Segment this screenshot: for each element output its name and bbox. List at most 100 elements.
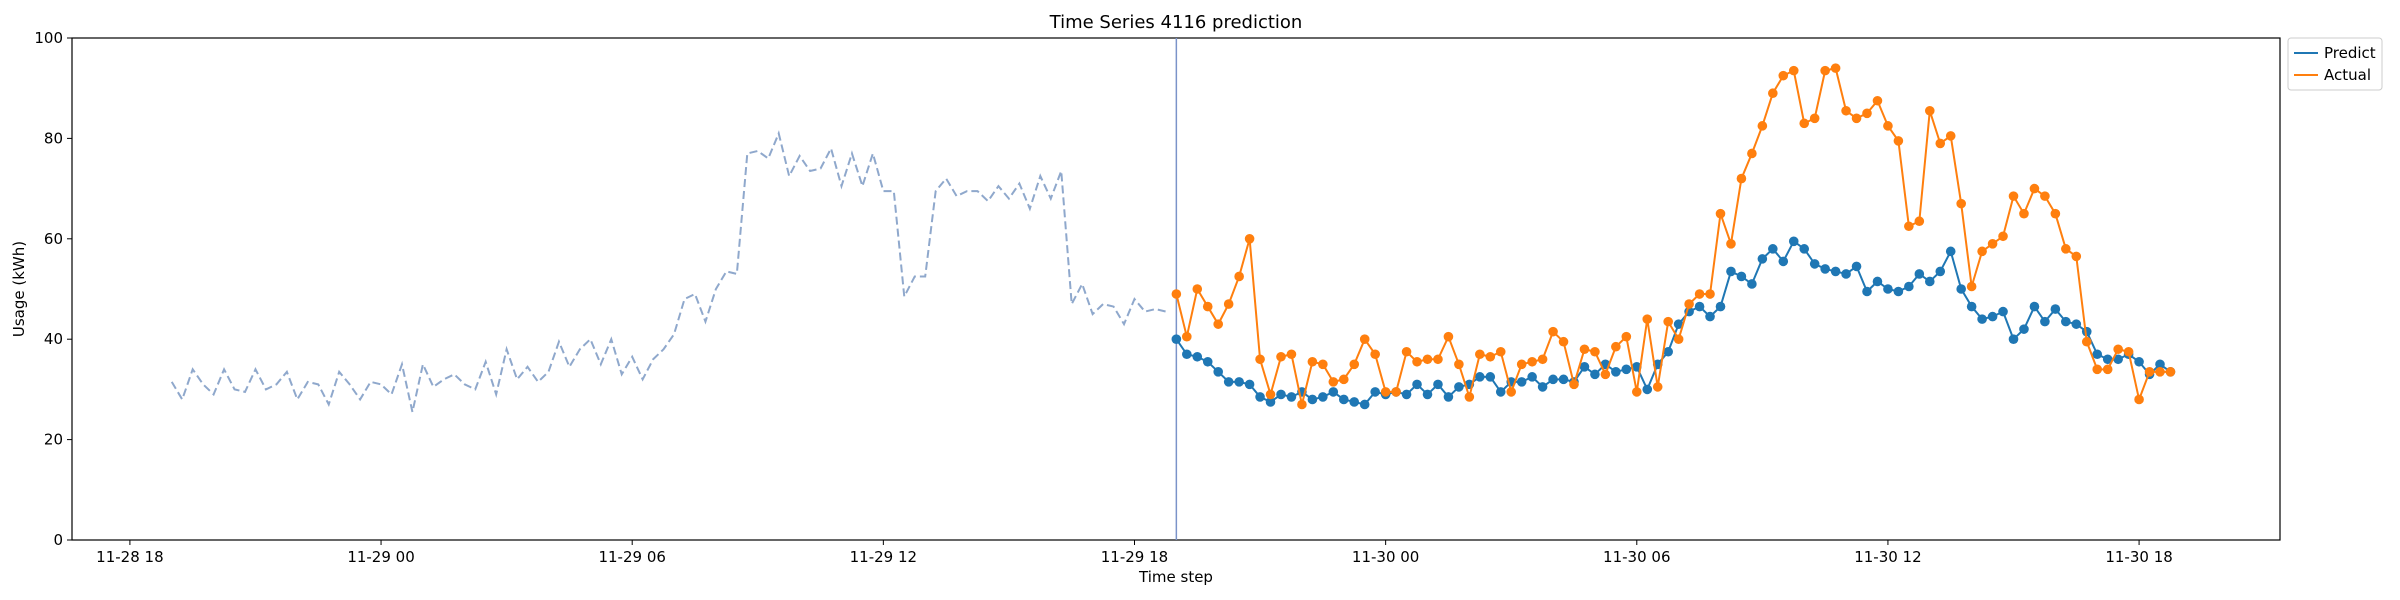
data-point bbox=[1590, 346, 1600, 357]
data-point bbox=[1893, 136, 1904, 146]
series-line bbox=[1175, 239, 2172, 406]
data-point bbox=[1977, 246, 1987, 257]
data-point bbox=[1935, 138, 1946, 149]
data-point bbox=[1611, 341, 1621, 352]
data-point bbox=[1830, 63, 1841, 73]
data-point bbox=[1851, 113, 1862, 124]
data-point bbox=[1202, 301, 1213, 312]
data-point bbox=[1924, 105, 1935, 116]
y-tick-label: 20 bbox=[44, 431, 63, 449]
data-point bbox=[1454, 382, 1464, 392]
data-point bbox=[2071, 251, 2082, 262]
x-tick-label: 11-29 06 bbox=[598, 548, 665, 566]
data-point bbox=[2092, 364, 2103, 375]
data-point bbox=[1851, 261, 1862, 272]
data-point bbox=[1527, 356, 1537, 367]
data-point bbox=[1328, 387, 1339, 397]
data-point bbox=[1631, 387, 1642, 397]
data-point bbox=[2019, 324, 2029, 334]
data-point bbox=[1569, 379, 1579, 390]
data-point bbox=[1663, 316, 1673, 327]
data-point bbox=[1475, 349, 1485, 360]
data-point bbox=[1558, 336, 1569, 347]
data-point bbox=[1768, 244, 1778, 254]
data-point bbox=[1788, 65, 1799, 76]
data-point bbox=[1485, 351, 1496, 362]
data-point bbox=[1684, 299, 1694, 309]
data-point bbox=[2050, 208, 2061, 219]
x-tick-label: 11-30 12 bbox=[1854, 548, 1921, 566]
data-point bbox=[1537, 382, 1548, 392]
x-tick-label: 11-30 06 bbox=[1603, 548, 1670, 566]
data-point bbox=[1506, 387, 1517, 397]
data-point bbox=[1883, 284, 1893, 294]
data-point bbox=[1768, 88, 1778, 99]
data-point bbox=[1799, 118, 1810, 129]
data-point bbox=[1234, 271, 1244, 282]
data-point bbox=[1516, 359, 1527, 370]
data-point bbox=[1297, 399, 1307, 410]
data-point bbox=[1244, 234, 1255, 244]
data-point bbox=[1642, 314, 1653, 324]
data-point bbox=[1213, 319, 1224, 329]
data-point bbox=[2040, 191, 2050, 201]
data-point bbox=[1945, 246, 1956, 257]
data-point bbox=[1380, 387, 1391, 397]
data-point bbox=[1495, 346, 1506, 357]
data-point bbox=[1286, 349, 1297, 360]
data-point bbox=[1904, 281, 1914, 292]
data-point bbox=[1422, 389, 1433, 400]
data-point bbox=[2155, 359, 2165, 370]
data-point bbox=[1914, 269, 1925, 279]
data-point bbox=[1495, 387, 1506, 397]
data-point bbox=[2102, 354, 2113, 365]
data-point bbox=[2134, 356, 2144, 367]
y-tick-label: 0 bbox=[53, 531, 63, 549]
data-point bbox=[1956, 198, 1966, 209]
data-point bbox=[1213, 367, 1224, 377]
data-point bbox=[1454, 359, 1464, 370]
data-point bbox=[1862, 108, 1872, 119]
chart-title: Time Series 4116 prediction bbox=[1049, 12, 1303, 33]
series-line bbox=[170, 130, 1167, 413]
data-point bbox=[1412, 379, 1422, 390]
data-point bbox=[1475, 372, 1485, 382]
data-point bbox=[2019, 208, 2029, 219]
data-point bbox=[1318, 359, 1328, 370]
data-point bbox=[1265, 389, 1276, 400]
x-tick-label: 11-29 12 bbox=[850, 548, 917, 566]
legend-box bbox=[2287, 37, 2383, 91]
data-point bbox=[1966, 281, 1977, 292]
data-point bbox=[1715, 208, 1726, 219]
data-point bbox=[1778, 70, 1789, 81]
data-point bbox=[1914, 216, 1925, 227]
data-point bbox=[1182, 349, 1192, 360]
data-point bbox=[2134, 394, 2144, 405]
data-point bbox=[2061, 316, 2071, 327]
data-point bbox=[1757, 121, 1768, 131]
data-point bbox=[1558, 374, 1569, 385]
data-point bbox=[1673, 319, 1684, 329]
legend-label: Predict bbox=[2324, 44, 2376, 62]
data-point bbox=[1705, 289, 1715, 299]
data-point bbox=[1904, 221, 1914, 232]
data-point bbox=[1652, 382, 1663, 392]
y-tick-label: 80 bbox=[44, 129, 63, 147]
data-point bbox=[1788, 236, 1799, 247]
data-point bbox=[1307, 356, 1318, 367]
data-point bbox=[1202, 356, 1213, 367]
data-point bbox=[1694, 301, 1705, 312]
data-point bbox=[1872, 95, 1883, 106]
data-point bbox=[2155, 367, 2165, 377]
data-point bbox=[1307, 394, 1318, 405]
data-point bbox=[2144, 367, 2155, 377]
data-point bbox=[1328, 377, 1339, 387]
series-line bbox=[1175, 66, 2171, 405]
data-point bbox=[1935, 266, 1946, 277]
x-tick-label: 11-29 00 bbox=[347, 548, 414, 566]
data-point bbox=[1349, 359, 1360, 370]
data-point bbox=[2008, 191, 2019, 201]
data-point bbox=[1956, 284, 1966, 294]
data-point bbox=[1611, 367, 1621, 377]
